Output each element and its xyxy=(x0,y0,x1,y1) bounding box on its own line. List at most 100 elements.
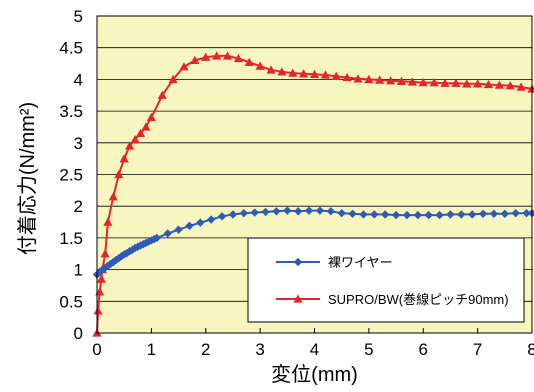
data-point xyxy=(462,79,472,88)
y-tick-label: 4.5 xyxy=(59,39,83,58)
data-point xyxy=(429,77,439,87)
data-point xyxy=(309,69,320,79)
y-tick-label: 5 xyxy=(74,7,83,26)
data-point xyxy=(386,76,396,85)
data-point xyxy=(320,70,330,79)
data-point xyxy=(119,154,129,163)
x-tick-label: 4 xyxy=(310,340,319,359)
x-tick-label: 5 xyxy=(364,340,373,359)
x-tick-label: 0 xyxy=(92,340,101,359)
data-point xyxy=(380,210,390,219)
data-point xyxy=(157,90,167,99)
y-tick-label: 1.5 xyxy=(59,229,83,248)
data-point xyxy=(222,51,233,60)
x-tick-label: 1 xyxy=(147,340,156,359)
data-point xyxy=(272,207,281,216)
data-point xyxy=(473,79,483,88)
x-tick-label: 7 xyxy=(473,340,482,359)
data-point xyxy=(250,208,259,217)
data-point xyxy=(304,206,314,215)
data-point xyxy=(261,207,270,217)
data-point xyxy=(505,81,515,90)
data-point xyxy=(168,74,178,84)
data-point xyxy=(163,229,172,238)
data-point xyxy=(435,210,444,220)
y-tick-label: 3 xyxy=(74,134,83,153)
data-point xyxy=(190,55,200,65)
legend-marker xyxy=(293,257,303,267)
x-tick-label: 8 xyxy=(527,340,534,359)
data-point xyxy=(516,82,526,91)
data-point xyxy=(141,122,151,131)
data-point xyxy=(266,65,276,74)
data-point xyxy=(407,77,417,86)
data-point xyxy=(293,207,303,216)
data-point xyxy=(299,69,309,78)
data-point xyxy=(375,75,385,84)
data-point xyxy=(511,208,520,218)
y-axis-label: 付着応力(N/mm²) xyxy=(16,102,39,255)
data-point xyxy=(283,206,292,215)
data-point xyxy=(457,210,466,219)
data-point xyxy=(130,135,140,144)
x-axis-ticks: 0 1 2 3 4 5 6 7 8 xyxy=(92,328,534,359)
data-point xyxy=(483,79,494,89)
data-point xyxy=(152,233,162,243)
legend-label: SUPRO/BW(巻線ピッチ90mm) xyxy=(328,292,509,307)
data-point xyxy=(277,67,287,76)
data-point xyxy=(125,141,135,150)
data-point xyxy=(201,52,211,61)
data-point xyxy=(353,74,363,83)
data-point xyxy=(467,210,477,219)
legend: 裸ワイヤー SUPRO/BW(巻線ピッチ90mm) xyxy=(247,237,525,323)
data-point xyxy=(239,208,249,218)
data-point xyxy=(489,209,499,219)
data-point xyxy=(402,210,412,220)
x-tick-label: 3 xyxy=(255,340,264,359)
y-tick-label: 0.5 xyxy=(59,292,83,311)
data-point xyxy=(424,210,433,220)
data-point xyxy=(331,71,341,80)
data-point xyxy=(440,78,450,87)
y-tick-label: 2 xyxy=(74,197,83,216)
data-point xyxy=(179,62,189,71)
y-axis-ticks: 0 0.5 1 1.5 2 2.5 3 3.5 4 4.5 5 xyxy=(59,7,83,343)
x-axis-label: 変位(mm) xyxy=(271,363,358,386)
legend-entry: SUPRO/BW(巻線ピッチ90mm) xyxy=(276,292,509,307)
data-point xyxy=(359,210,368,219)
legend-label: 裸ワイヤー xyxy=(328,255,393,270)
data-point xyxy=(135,128,146,137)
series-0 xyxy=(92,206,534,279)
data-point xyxy=(396,76,407,85)
data-point xyxy=(315,206,325,215)
x-tick-label: 2 xyxy=(201,340,210,359)
data-point xyxy=(174,225,183,234)
data-point xyxy=(185,221,194,231)
series-layer xyxy=(92,51,534,337)
data-point xyxy=(108,192,118,201)
data-point xyxy=(348,209,357,219)
data-point xyxy=(326,207,336,216)
data-point xyxy=(228,210,238,219)
y-tick-label: 3.5 xyxy=(59,102,83,121)
data-point xyxy=(206,215,216,224)
data-point xyxy=(233,53,243,63)
data-point xyxy=(342,72,352,82)
data-point xyxy=(100,249,110,258)
data-point xyxy=(500,209,510,219)
data-point xyxy=(103,217,113,226)
data-point xyxy=(413,210,423,220)
data-point xyxy=(391,210,401,220)
data-point xyxy=(337,208,346,218)
y-tick-label: 1 xyxy=(74,261,83,280)
data-point xyxy=(522,208,531,218)
data-point xyxy=(146,112,156,122)
legend-box xyxy=(247,237,525,323)
y-tick-label: 4 xyxy=(74,70,83,89)
series-1 xyxy=(92,51,534,337)
data-point xyxy=(446,210,455,219)
data-point xyxy=(196,218,205,227)
data-point xyxy=(111,255,121,265)
